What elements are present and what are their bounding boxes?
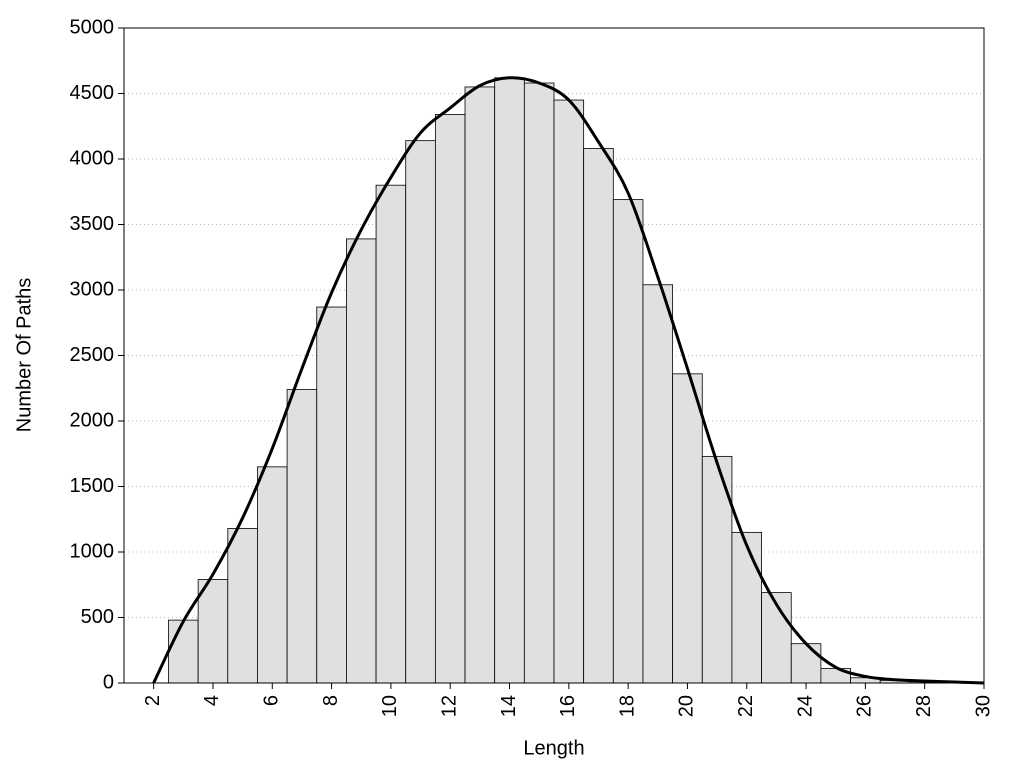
x-tick-label: 2 [142,695,164,706]
bar [701,455,733,684]
bar [790,643,822,684]
y-tick-label: 4000 [70,147,115,169]
x-tick-label: 18 [616,695,638,717]
bar [286,389,318,684]
y-tick-label: 2000 [70,409,115,431]
bar [494,77,525,684]
bar [612,199,644,684]
x-tick-label: 14 [498,695,520,717]
y-tick-label: 1000 [70,540,115,562]
bar [316,306,347,684]
bar [553,99,585,684]
y-tick-label: 3500 [70,213,115,235]
x-tick-label: 12 [438,695,460,717]
y-tick-label: 5000 [70,16,115,38]
x-axis-label: Length [523,737,584,759]
x-tick-label: 26 [854,695,876,717]
bar [761,592,792,684]
x-tick-label: 30 [972,695,994,717]
y-tick-label: 4500 [70,82,115,104]
x-tick-label: 4 [201,695,223,706]
x-tick-label: 8 [320,695,342,706]
bar [583,148,614,684]
density-line [152,76,985,685]
y-tick-label: 3000 [70,278,115,300]
y-tick-label: 1500 [70,475,115,497]
bar [197,579,229,684]
bar [227,528,258,684]
bar [257,466,288,684]
y-tick-label: 500 [81,606,114,628]
y-tick-label: 2500 [70,344,115,366]
plot-frame [123,27,985,684]
bar [168,619,199,684]
x-tick-label: 10 [379,695,401,717]
x-tick-label: 24 [794,695,816,717]
bar [405,140,436,684]
bar [375,184,407,684]
x-tick-label: 22 [735,695,757,717]
bar [642,284,674,684]
bar [523,82,555,684]
x-tick-label: 6 [261,695,283,706]
bar [346,238,377,684]
bar [464,86,496,684]
x-tick-label: 16 [557,695,579,717]
bar [672,373,703,684]
bar [731,531,762,684]
y-tick-label: 0 [103,671,114,693]
x-tick-label: 20 [676,695,698,717]
x-tick-label: 28 [913,695,935,717]
bar [434,114,466,684]
y-axis-label: Number Of Paths [13,278,35,433]
